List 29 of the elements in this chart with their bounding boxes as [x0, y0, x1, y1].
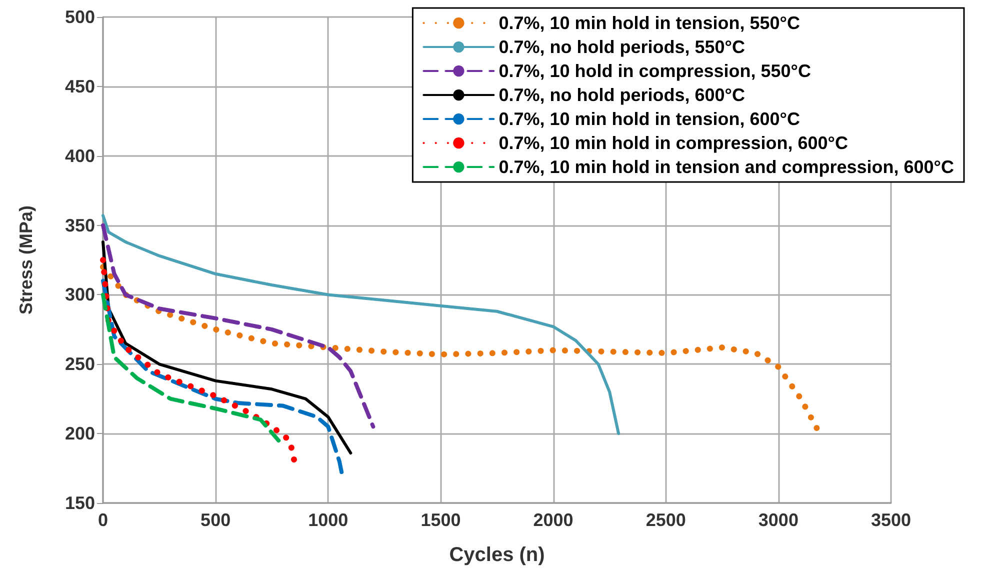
line-series — [102, 214, 620, 436]
x-tick-label: 3000 — [758, 510, 798, 530]
x-tick-label: 1000 — [308, 510, 348, 530]
legend-label: 0.7%, 10 min hold in tension and compression, 600°C — [498, 157, 954, 177]
y-tick-label: 450 — [64, 76, 95, 96]
x-axis-title: Cycles (n) — [449, 544, 545, 566]
x-tick-label: 2500 — [646, 510, 686, 530]
line-series — [101, 223, 376, 429]
y-tick-label: 200 — [64, 424, 95, 444]
y-tick-label: 300 — [64, 284, 95, 305]
x-tick-label: 1500 — [420, 510, 461, 530]
x-tick-label: 500 — [200, 510, 231, 530]
y-tick-label: 350 — [64, 215, 95, 236]
legend-label: 0.7%, no hold periods, 600°C — [498, 85, 745, 105]
line-series — [101, 278, 344, 474]
y-tick-label: 400 — [64, 146, 95, 166]
legend-label: 0.7%, 10 hold in compression, 550°C — [498, 61, 812, 81]
y-tick-label: 250 — [64, 354, 95, 374]
y-tick-label: 500 — [64, 7, 95, 27]
x-tick-label: 0 — [98, 510, 108, 530]
legend-label: 0.7%, no hold periods, 550°C — [498, 37, 745, 57]
legend-label: 0.7%, 10 min hold in compression, 600°C — [498, 133, 848, 153]
y-tick-label: 150 — [64, 493, 95, 513]
x-tick-label: 3500 — [870, 510, 912, 530]
x-tick-label: 2000 — [533, 510, 574, 530]
legend-label: 0.7%, 10 min hold in tension, 600°C — [498, 109, 800, 129]
y-axis-title: Stress (MPa) — [16, 205, 36, 315]
line-series — [101, 292, 281, 443]
legend-label: 0.7%, 10 min hold in tension, 550°C — [498, 13, 800, 33]
